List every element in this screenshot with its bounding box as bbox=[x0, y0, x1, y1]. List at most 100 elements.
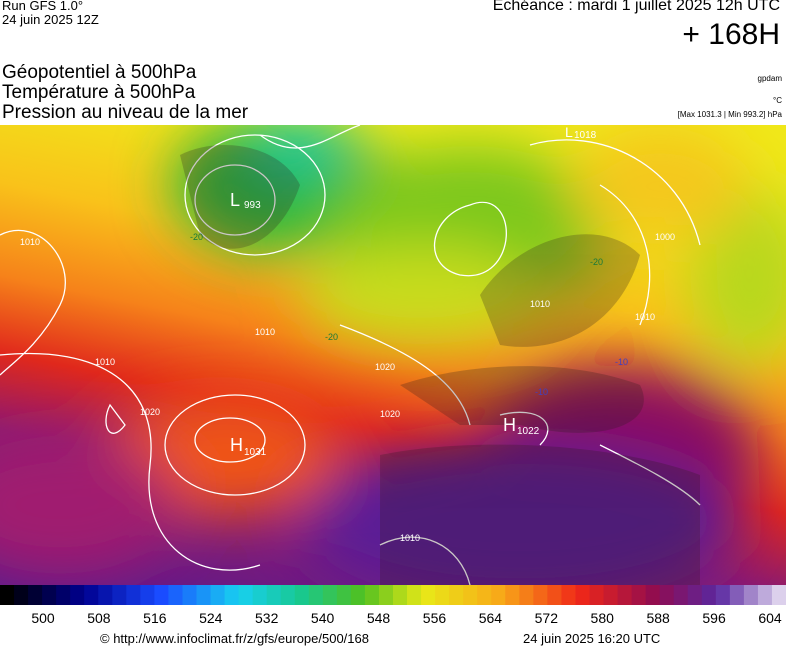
color-swatch bbox=[659, 585, 675, 605]
color-swatch bbox=[98, 585, 113, 605]
center-symbol: H bbox=[503, 415, 516, 435]
legend-tick-label: 500 bbox=[31, 610, 55, 626]
legend-tick-label: 540 bbox=[311, 610, 335, 626]
color-swatch bbox=[196, 585, 212, 605]
color-swatch bbox=[182, 585, 197, 605]
isobar-label: 1010 bbox=[95, 357, 115, 367]
legend-tick-label: 556 bbox=[423, 610, 447, 626]
unit: [Max 1031.3 | Min 993.2] hPa bbox=[677, 110, 782, 119]
color-swatch bbox=[603, 585, 619, 605]
isobar-label: 1010 bbox=[400, 533, 420, 543]
color-swatch bbox=[42, 585, 57, 605]
map: H 1031 H 1022 L 993 L 1018 1010 1010 102… bbox=[0, 125, 786, 585]
color-swatch bbox=[70, 585, 85, 605]
color-swatch bbox=[701, 585, 717, 605]
color-swatch bbox=[491, 585, 506, 605]
color-swatch bbox=[407, 585, 422, 605]
color-swatch bbox=[308, 585, 324, 605]
center-value: 1031 bbox=[244, 447, 267, 458]
color-swatch bbox=[140, 585, 155, 605]
temperature-label: -20 bbox=[325, 332, 338, 342]
color-swatch bbox=[687, 585, 703, 605]
color-swatch bbox=[575, 585, 590, 605]
color-swatch bbox=[435, 585, 450, 605]
isobar-label: 1020 bbox=[140, 407, 160, 417]
lead-time: + 168H bbox=[682, 18, 780, 51]
color-swatch bbox=[743, 585, 759, 605]
isobar-label: 1010 bbox=[20, 237, 40, 247]
color-swatch bbox=[322, 585, 338, 605]
color-swatch bbox=[56, 585, 71, 605]
labels: H 1031 H 1022 L 993 L 1018 1010 1010 102… bbox=[20, 125, 675, 543]
isobar-label: 1020 bbox=[375, 362, 395, 372]
legend-tick-label: 564 bbox=[479, 610, 503, 626]
color-swatch bbox=[336, 585, 352, 605]
color-swatch bbox=[238, 585, 254, 605]
color-swatch bbox=[617, 585, 633, 605]
isobar-label: 1010 bbox=[530, 299, 550, 309]
temperature-label: -10 bbox=[535, 387, 548, 397]
color-swatch bbox=[126, 585, 141, 605]
color-swatch bbox=[14, 585, 29, 605]
isobars bbox=[0, 125, 701, 585]
legend-tick-label: 532 bbox=[255, 610, 279, 626]
center-symbol: L bbox=[230, 190, 240, 210]
legend-tick-label: 588 bbox=[646, 610, 670, 626]
color-swatch bbox=[477, 585, 492, 605]
isobar-label: 1010 bbox=[635, 312, 655, 322]
color-swatch bbox=[771, 585, 786, 605]
color-swatch bbox=[266, 585, 282, 605]
color-swatch bbox=[210, 585, 226, 605]
color-swatch bbox=[280, 585, 296, 605]
color-swatch bbox=[350, 585, 366, 605]
legend-tick-label: 524 bbox=[199, 610, 223, 626]
legend-tick-label: 596 bbox=[702, 610, 726, 626]
isobar-label: 1020 bbox=[380, 409, 400, 419]
title: Géopotentiel à 500hPa bbox=[2, 62, 197, 83]
color-swatch bbox=[421, 585, 436, 605]
color-swatch bbox=[547, 585, 562, 605]
legend-tick-label: 548 bbox=[367, 610, 391, 626]
color-swatch bbox=[715, 585, 731, 605]
legend-tick-label: 508 bbox=[87, 610, 111, 626]
generated: 24 juin 2025 16:20 UTC bbox=[523, 631, 661, 646]
temperature-label: -20 bbox=[190, 232, 203, 242]
color-swatch bbox=[757, 585, 773, 605]
center-symbol: H bbox=[230, 435, 243, 455]
color-swatch bbox=[561, 585, 576, 605]
color-swatch bbox=[28, 585, 43, 605]
field-blobs bbox=[0, 125, 786, 585]
color-swatch bbox=[533, 585, 548, 605]
color-swatch bbox=[252, 585, 268, 605]
valid-time: Echéance : mardi 1 juillet 2025 12h UTC bbox=[492, 0, 780, 14]
run: Run GFS 1.0° bbox=[2, 0, 84, 13]
unit: °C bbox=[773, 96, 782, 105]
legend-tick-label: 604 bbox=[758, 610, 782, 626]
center-value: 1022 bbox=[517, 426, 540, 437]
legend-tick-label: 580 bbox=[591, 610, 615, 626]
color-swatch bbox=[463, 585, 478, 605]
color-swatch bbox=[112, 585, 127, 605]
source: © http://www.infoclimat.fr/z/gfs/europe/… bbox=[100, 631, 369, 646]
color-swatch bbox=[673, 585, 689, 605]
temperature-label: -20 bbox=[590, 257, 603, 267]
land bbox=[180, 145, 700, 585]
center-symbol: L bbox=[565, 125, 573, 140]
isobar-label: 1010 bbox=[255, 327, 275, 337]
color-swatch bbox=[364, 585, 380, 605]
color-swatch bbox=[0, 585, 15, 605]
color-swatch bbox=[645, 585, 661, 605]
center-value: 993 bbox=[244, 200, 261, 211]
isobar-label: 1000 bbox=[655, 232, 675, 242]
color-swatch bbox=[378, 585, 394, 605]
legend-tick-label: 516 bbox=[143, 610, 167, 626]
center-value: 1018 bbox=[574, 130, 597, 141]
color-swatch bbox=[729, 585, 745, 605]
title: Température à 500hPa bbox=[2, 82, 196, 103]
color-swatch bbox=[505, 585, 520, 605]
color-swatch bbox=[154, 585, 169, 605]
color-swatch bbox=[393, 585, 408, 605]
color-swatch bbox=[168, 585, 183, 605]
color-swatch bbox=[84, 585, 99, 605]
